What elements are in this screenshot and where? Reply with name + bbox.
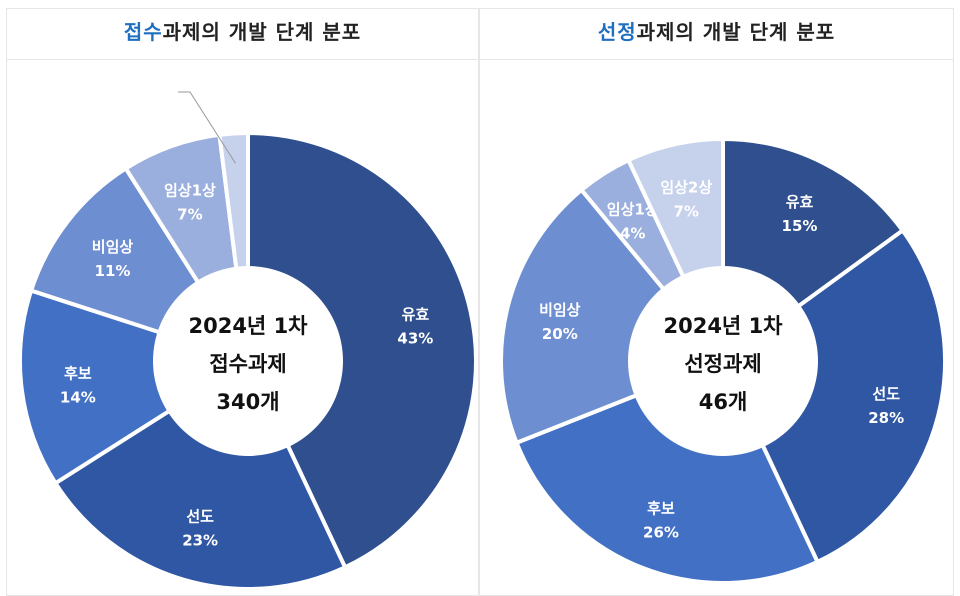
category-label: 임상1상 — [607, 201, 659, 219]
value-label: 11% — [95, 262, 131, 280]
value-label: 4% — [620, 225, 645, 243]
slice-선도 — [720, 227, 947, 565]
donut-hole — [153, 266, 343, 456]
value-label: 2% — [117, 86, 142, 104]
category-label: 유효 — [402, 306, 430, 324]
title-rest: 과제의 개발 단계 분포 — [636, 20, 836, 44]
center-text: 선정과제 — [684, 352, 761, 376]
center-text: 340개 — [216, 390, 279, 414]
value-label: 7% — [674, 203, 699, 221]
value-label: 23% — [182, 532, 218, 550]
category-label: 선도 — [872, 385, 900, 403]
center-text: 2024년 1차 — [188, 314, 308, 338]
value-label: 28% — [868, 409, 904, 427]
category-label: 후보 — [647, 500, 675, 518]
category-label: 선도 — [186, 508, 214, 526]
center-text: 접수과제 — [209, 352, 286, 376]
category-label: 임상2상 — [660, 179, 712, 197]
category-label: 후보 — [64, 364, 92, 382]
slice-유효 — [246, 130, 478, 570]
center-text: 2024년 1차 — [663, 314, 783, 338]
title-highlight: 접수 — [123, 20, 163, 44]
value-label: 15% — [782, 217, 818, 235]
value-label: 20% — [542, 325, 578, 343]
value-label: 7% — [177, 206, 202, 224]
chart-title-right: 선정과제의 개발 단계 분포 — [480, 9, 953, 60]
leader-line — [178, 91, 236, 164]
category-label: 비임상 — [539, 301, 581, 319]
slice-후보 — [18, 288, 253, 486]
category-label: 임상2상 — [104, 62, 156, 80]
value-label: 14% — [60, 388, 96, 406]
center-text: 46개 — [699, 390, 748, 414]
title-highlight: 선정 — [597, 20, 637, 44]
value-label: 26% — [643, 524, 679, 542]
category-label: 유효 — [786, 193, 814, 211]
donut-hole — [628, 266, 818, 456]
chart-title-left: 접수과제의 개발 단계 분포 — [7, 9, 478, 60]
value-label: 43% — [397, 330, 433, 348]
category-label: 임상1상 — [164, 182, 216, 200]
title-rest: 과제의 개발 단계 분포 — [162, 20, 362, 44]
category-label: 비임상 — [92, 238, 134, 256]
